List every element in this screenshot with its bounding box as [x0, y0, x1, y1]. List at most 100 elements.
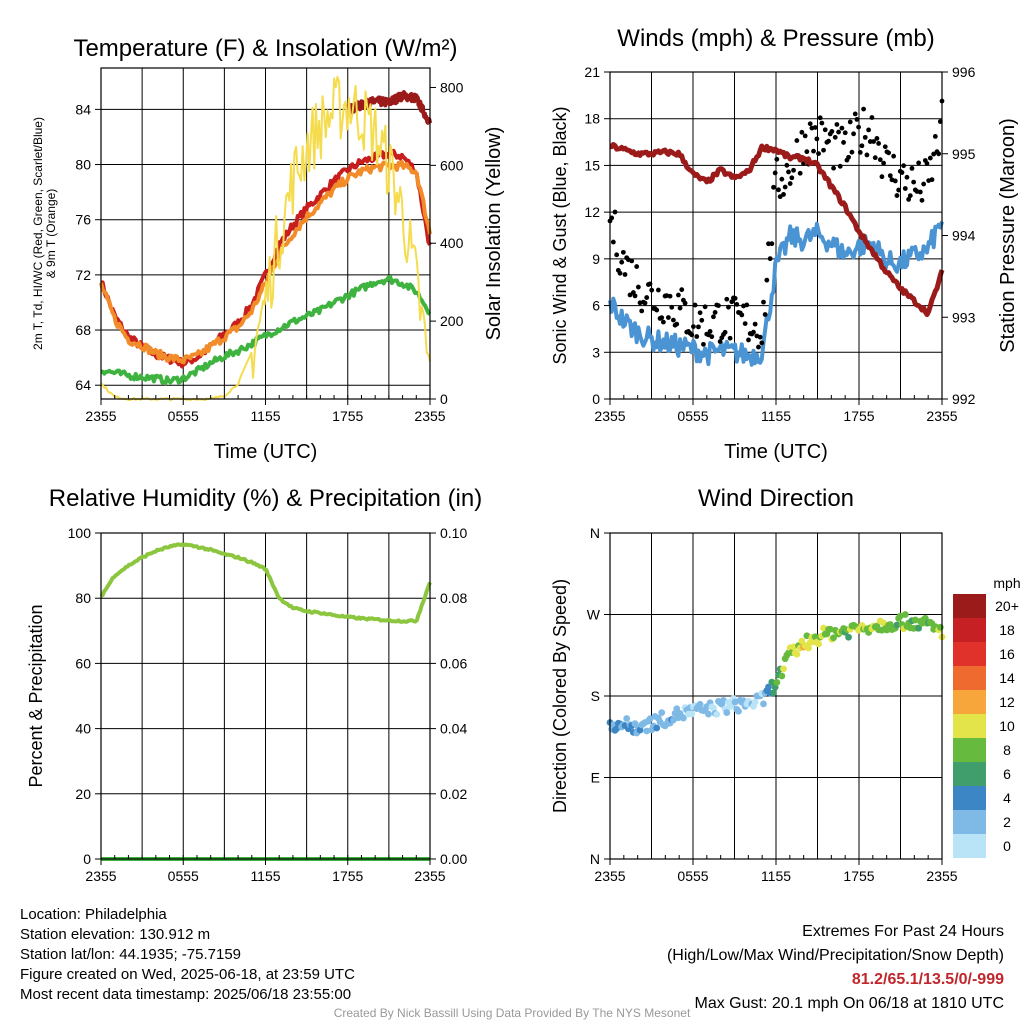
chart2-gust-point [689, 332, 695, 338]
chart2-gust-point [927, 155, 933, 161]
chart2-gust-point [866, 127, 871, 133]
chart4-colorbar-swatch [953, 810, 986, 834]
chart4-xtick-label: 2355 [594, 868, 625, 884]
chart4-colorbar-swatch [953, 714, 986, 738]
chart2-xtick-label: 1755 [843, 408, 874, 424]
chart4-direction-point [768, 678, 776, 686]
chart4-direction-point [723, 709, 731, 716]
chart3-xtick-label: 2355 [414, 868, 445, 884]
chart2-gust-point [676, 292, 681, 298]
chart2-gust-point [726, 304, 731, 310]
chart2-station-pressure-line [609, 142, 945, 318]
chart2-gust-point [655, 287, 661, 293]
chart4-colorbar-unit: mph [993, 575, 1020, 591]
chart2-gust-point [670, 317, 676, 323]
chart4-direction-point [773, 678, 781, 686]
chart2-xtick-label: 2355 [926, 408, 957, 424]
chart4-direction-point [760, 700, 767, 708]
chart2-gust-point [917, 189, 923, 195]
chart4-direction-point [688, 710, 696, 718]
chart2-gust-point [831, 165, 836, 171]
chart2-gust-point [826, 138, 831, 144]
chart4-colorbar-label: 2 [1003, 814, 1011, 830]
chart4-direction-point [805, 644, 812, 652]
chart4-ytick-label: N [590, 851, 600, 867]
chart4-direction-point [811, 633, 819, 641]
chart3-y2tick-label: 0.00 [440, 851, 467, 867]
chart2-gust-point [902, 186, 908, 191]
station-info: Location: Philadelphia Station elevation… [20, 905, 355, 1005]
chart4-ytick-label: E [591, 770, 600, 786]
chart4-ylabel: Direction (Colored By Speed) [550, 579, 570, 813]
chart2-gust-point [869, 115, 875, 120]
chart4-direction-point [778, 672, 786, 680]
chart3-xtick-label: 1755 [332, 868, 363, 884]
chart2-ytick-label: 21 [584, 64, 600, 80]
extremes-block: Extremes For Past 24 Hours (High/Low/Max… [667, 920, 1004, 1016]
chart2-gust-point [859, 143, 865, 149]
chart3-ytick-label: 60 [75, 655, 91, 671]
chart4-direction-point [658, 709, 666, 717]
chart4-direction-point [623, 715, 631, 722]
chart2-gust-point [887, 173, 893, 179]
location-text: Location: Philadelphia [20, 906, 167, 923]
chart4-colorbar-swatch [953, 666, 986, 690]
chart3-title: Relative Humidity (%) & Precipitation (i… [49, 485, 482, 512]
chart2-gust-point [677, 305, 683, 311]
chart2-gust-point [861, 106, 866, 112]
extremes-heading: Extremes For Past 24 Hours [802, 923, 1004, 940]
chart1-2m-t-line [99, 148, 432, 369]
chart4-xtick-label: 2355 [926, 868, 957, 884]
chart2-gust-point [669, 304, 675, 310]
chart2-gust-point [781, 192, 786, 197]
chart2-gust-point [622, 272, 628, 277]
chart4-xtick-label: 0555 [677, 868, 708, 884]
chart2-gust-point [709, 334, 715, 340]
chart2-gust-point [769, 241, 775, 247]
chart2-gust-point [659, 315, 665, 321]
chart1-xtick-label: 1155 [250, 408, 280, 424]
chart2-gust-point [692, 302, 698, 308]
chart2-gust-point [811, 148, 816, 154]
chart2-gust-series [607, 98, 945, 350]
chart2-gust-point [761, 299, 766, 305]
chart4-direction-point [770, 689, 777, 697]
chart3-ytick-label: 80 [75, 590, 91, 606]
chart2-title: Winds (mph) & Pressure (mb) [617, 25, 934, 52]
chart4-direction-point [936, 623, 944, 631]
chart2-gust-point [829, 129, 835, 134]
chart2-gust-point [812, 125, 818, 130]
chart4-colorbar-swatch [953, 834, 986, 858]
chart4-colorbar-label: 0 [1003, 838, 1011, 854]
chart2-gust-point [757, 334, 763, 340]
chart2-gust-point [612, 209, 618, 215]
chart2-gust-point [799, 129, 805, 135]
chart2-ytick-label: 9 [592, 251, 600, 267]
chart2-gust-point [784, 162, 790, 168]
chart2-y2tick-label: 995 [952, 146, 976, 162]
chart2-gust-point [924, 161, 930, 166]
chart3-ylabel: Percent & Precipitation [26, 604, 46, 787]
chart2-gust-point [665, 315, 671, 320]
chart2-gust-point [729, 299, 735, 305]
chart2-gust-point [744, 302, 750, 308]
chart1-y2tick-label: 800 [440, 79, 464, 95]
chart2-xtick-label: 1155 [761, 408, 791, 424]
chart2-gust-point [881, 160, 887, 166]
recent-text: Most recent data timestamp: 2025/06/18 2… [20, 986, 352, 1003]
chart1-xtick-label: 0555 [168, 408, 199, 424]
chart3-relative-humidity-line [99, 542, 432, 624]
chart2-gust-point [787, 181, 793, 186]
chart2-gust-point [632, 293, 638, 299]
chart2-gust-point [872, 155, 878, 161]
chart2-gust-point [904, 174, 910, 180]
chart4-title: Wind Direction [698, 485, 854, 512]
chart2-gust-point [821, 147, 826, 153]
chart2-y2label-text: Station Pressure (Maroon) [997, 118, 1019, 353]
chart2-gust-point [909, 165, 915, 171]
chart4-colorbar-label: 10 [999, 718, 1015, 734]
chart1-y2tick-label: 400 [440, 235, 464, 251]
chart2-gust-point [711, 314, 716, 320]
chart3-y2tick-label: 0.02 [440, 786, 467, 802]
